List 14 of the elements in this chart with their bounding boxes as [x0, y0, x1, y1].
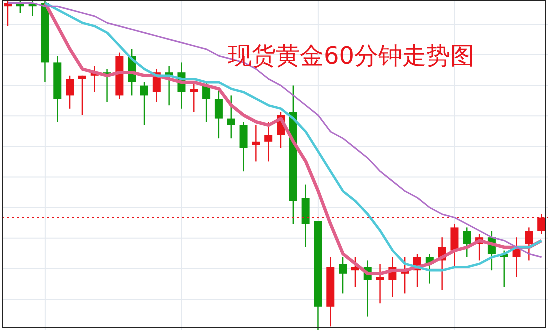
candlestick [376, 263, 384, 304]
candlestick [525, 227, 534, 262]
candlestick [190, 82, 198, 113]
candlestick [227, 95, 236, 140]
candlestick [463, 227, 472, 258]
candlestick [140, 82, 148, 126]
candlestick [450, 224, 459, 268]
candlestick [264, 122, 273, 162]
candlestick [252, 124, 260, 162]
candlestick [339, 256, 348, 294]
candlestick [240, 122, 248, 172]
candlestick [214, 88, 223, 140]
candlestick [66, 75, 74, 110]
candlestick [78, 75, 86, 116]
